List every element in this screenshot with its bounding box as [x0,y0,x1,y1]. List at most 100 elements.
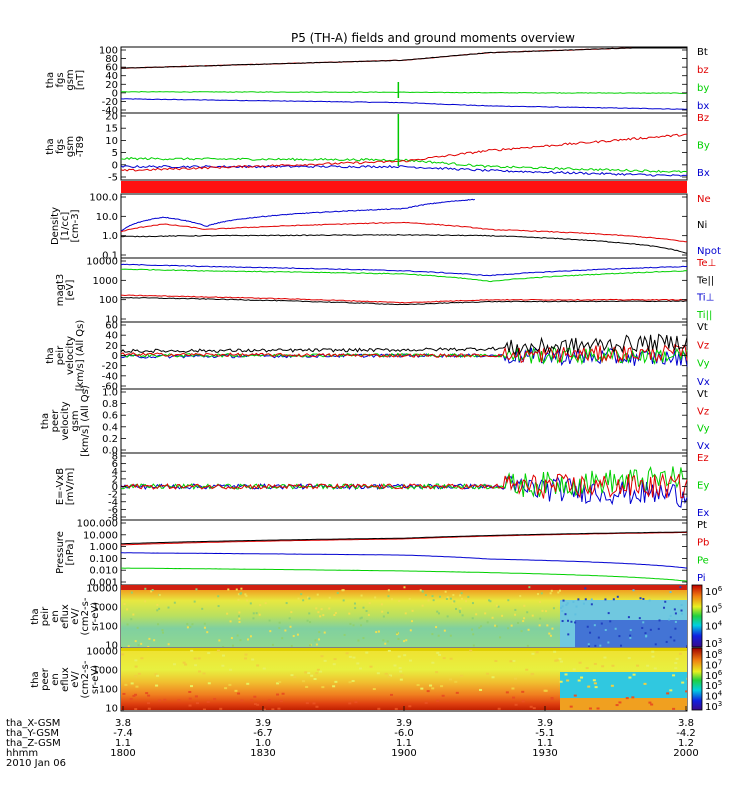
y-axis-label: [km/s] (All Qs) [80,385,91,457]
y-tick-label: 20 [105,112,118,123]
legend-entry: Bz [697,113,709,124]
series-Vt [120,333,688,356]
y-tick-label: 10 [105,136,118,147]
series-bz [120,47,687,69]
x-row-value: 1.2 [678,738,694,749]
legend-entry: Bt [697,47,708,58]
legend-entry: Vy [697,424,710,435]
y-tick-label: -20 [102,97,118,108]
series-Ey [120,465,688,498]
x-row-value: -6.0 [394,728,414,739]
x-row-value: -6.7 [253,728,273,739]
y-tick-label: -8 [108,513,118,524]
x-row-value: 1830 [250,748,275,759]
y-axis-label: sr-eV) [90,665,101,694]
x-row-value: 1.0 [255,738,271,749]
y-axis-label: eV/ [70,608,81,625]
legend-entry: Vy [697,359,710,370]
y-axis-label: (cm2-s- [80,597,91,635]
series-layer [120,47,688,582]
y-tick-label: -40 [102,106,118,117]
series-Ti|| [120,268,688,283]
y-tick-label: -6 [108,505,118,516]
x-row-value: 3.9 [537,718,553,729]
y-axis-label: (cm2-s- [80,660,91,698]
legend-entry: Ex [697,508,709,519]
y-tick-label: -5 [108,173,118,184]
x-row-value: 3.8 [678,718,694,729]
y-tick-label: -20 [102,361,118,372]
y-tick-label: 100 [99,685,118,696]
legend-entry: Ti⊥ [696,293,714,304]
y-axis-label: tha [45,138,56,154]
y-tick-label: 0 [112,160,118,171]
series-by [120,90,688,94]
x-row-value: 3.9 [255,718,271,729]
y-tick-label: 10000 [86,257,118,268]
legend-entry: Vt [697,322,708,333]
y-tick-label: 0.6 [102,411,118,422]
legend-entry: Vz [697,406,709,417]
series-Vz [120,343,688,364]
y-axis-label: sr-eV) [90,602,101,631]
panel-frame-fgs-t89 [120,112,688,181]
legend-entry: Ez [697,453,709,464]
x-row-value: 2000 [673,748,698,759]
y-tick-label: 8 [112,452,118,463]
y-axis-label: peer [50,409,61,433]
y-tick-label: 0 [112,351,118,362]
y-tick-label: 0.100 [89,554,118,565]
y-axis-label: Pressure [55,531,66,574]
y-axis-label: tha [45,72,56,88]
y-tick-label: 40 [105,331,118,342]
y-axis-label: tha [40,413,51,429]
legend-entry: Npot [697,246,721,257]
legend-entry: Bx [697,168,710,179]
y-tick-label: 40 [105,71,118,82]
series-bx [120,98,688,110]
y-tick-label: 0.0 [102,446,118,457]
y-tick-label: 1.000 [89,542,118,553]
y-tick-label: 0.2 [102,434,118,445]
legend-entry: bx [697,101,709,112]
y-tick-label: 5 [112,148,118,159]
legend-entry: Pe [697,555,709,566]
x-row-value: 1.1 [396,738,412,749]
y-axis-label: -T89 [75,136,86,158]
colorbar-peir [691,584,703,648]
y-tick-label: 100.000 [77,519,118,530]
y-tick-label: 0.001 [89,578,118,589]
y-axis-label: en [50,673,61,686]
y-tick-label: 6 [112,459,118,470]
y-axis-label: tha [45,347,56,363]
series-Pi [121,552,688,569]
y-axis-label: tha [30,671,41,687]
series-Ez [120,472,688,499]
y-tick-label: 10000 [86,647,118,658]
x-row-label: tha_X-GSM [6,718,60,729]
date-label: 2010 Jan 06 [6,758,66,769]
y-tick-label: 10 [105,315,118,326]
y-axis-label: eV/ [70,671,81,688]
y-tick-label: -40 [102,371,118,382]
y-tick-label: 100 [99,295,118,306]
y-axis-label: velocity [60,401,71,440]
x-row-label: tha_Y-GSM [6,728,59,739]
y-axis-label: E=-VxB [55,468,66,505]
x-row-value: 1.1 [537,738,553,749]
y-axis-label: magt3 [55,274,66,307]
y-tick-label: 10.000 [83,530,118,541]
y-tick-label: 0 [112,88,118,99]
x-row-value: -7.4 [113,728,133,739]
series-Ex [120,475,688,508]
y-tick-label: 0.4 [102,422,118,433]
legend-entry: Ey [697,481,709,492]
x-axis-annotation: tha_X-GSM 3.8 3.9 3.9 3.9 3.8 tha_Y-GSM -7.4 -6.… [6,706,699,759]
series-By [120,156,688,173]
x-row-value: 1900 [391,748,416,759]
y-tick-label: 10 [105,704,118,715]
legend-entry: Pi [697,573,706,584]
y-axis-label: gsm [70,410,81,431]
